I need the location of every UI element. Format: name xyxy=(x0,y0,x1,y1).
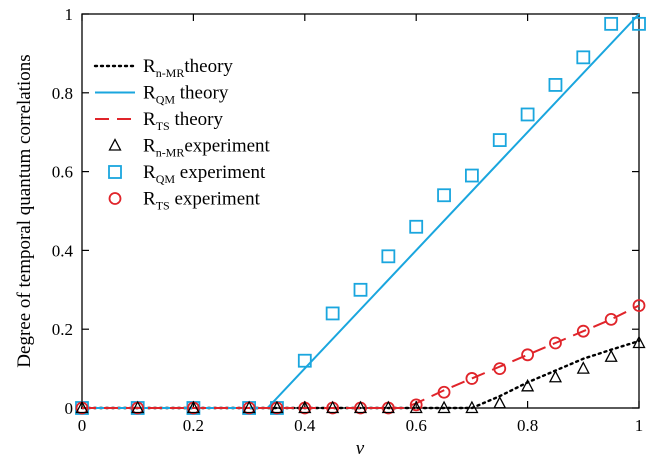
data-point-circle xyxy=(521,348,534,362)
x-tick-label: 0.6 xyxy=(406,416,427,435)
data-point-square xyxy=(520,107,535,122)
series-line xyxy=(82,304,640,409)
legend-item: RTS theory xyxy=(95,109,223,133)
data-point-circle xyxy=(437,385,451,399)
data-point-square xyxy=(576,50,591,65)
data-point-triangle xyxy=(576,361,590,374)
x-tick-labels: 0 0.2 0.4 0.6 0.8 1 xyxy=(78,416,644,435)
data-point-square xyxy=(325,306,340,321)
data-point-square xyxy=(604,16,619,31)
data-point-triangle xyxy=(437,400,451,414)
data-point-square xyxy=(492,133,507,147)
y-tick-label: 0 xyxy=(65,399,74,418)
data-point-square xyxy=(437,188,451,203)
data-point-triangle xyxy=(381,400,395,414)
data-point-circle xyxy=(409,398,423,412)
y-tick-label: 0.6 xyxy=(52,163,73,182)
legend-marker xyxy=(108,138,122,151)
legend-item: Rn-MRtheory xyxy=(93,56,233,80)
y-axis-label: Degree of temporal quantum correlations xyxy=(14,54,35,367)
data-point-triangle xyxy=(186,400,200,414)
y-tick-labels: 0 0.2 0.4 0.6 0.8 1 xyxy=(52,5,74,418)
data-point-triangle xyxy=(326,400,340,414)
data-point-triangle xyxy=(465,400,479,414)
legend-item: RQM experiment xyxy=(108,162,266,186)
legend-item: Rn-MRexperiment xyxy=(108,136,271,160)
legend-item: RQM theory xyxy=(95,83,229,107)
y-tick-label: 0.8 xyxy=(52,84,73,103)
legend-item: RTS experiment xyxy=(108,189,261,213)
data-point-triangle xyxy=(521,378,535,392)
y-tick-label: 1 xyxy=(65,5,74,24)
legend-label: RQM theory xyxy=(143,83,229,107)
data-point-circle xyxy=(493,362,507,376)
data-point-triangle xyxy=(270,400,284,414)
legend-label: RTS experiment xyxy=(143,189,261,213)
x-axis-label: v xyxy=(356,438,365,459)
data-point-square xyxy=(297,353,312,368)
data-point-triangle xyxy=(75,400,89,414)
legend-marker xyxy=(108,192,122,205)
data-point-triangle xyxy=(409,400,423,414)
y-tick-label: 0.4 xyxy=(52,241,74,260)
data-point-triangle xyxy=(632,335,646,349)
x-tick-label: 1 xyxy=(635,416,644,435)
data-point-circle xyxy=(465,372,479,385)
x-tick-label: 0.4 xyxy=(294,416,316,435)
data-point-square xyxy=(381,249,396,264)
legend-label: RTS theory xyxy=(143,109,223,133)
data-point-triangle xyxy=(353,400,368,414)
data-point-triangle xyxy=(298,400,312,414)
x-tick-label: 0 xyxy=(78,416,87,435)
data-point-circle xyxy=(604,312,618,326)
data-point-circle xyxy=(576,324,590,338)
data-point-triangle xyxy=(493,395,507,409)
series-markers xyxy=(75,16,646,415)
data-point-circle xyxy=(549,336,562,350)
data-point-square xyxy=(409,219,424,234)
legend-marker xyxy=(108,165,122,179)
y-tick-label: 0.2 xyxy=(52,320,73,339)
data-point-triangle xyxy=(131,400,145,414)
data-point-square xyxy=(353,282,368,297)
data-point-square xyxy=(548,78,563,92)
data-point-triangle xyxy=(548,369,563,383)
data-point-square xyxy=(632,16,646,31)
legend-label: Rn-MRexperiment xyxy=(143,136,271,160)
data-point-triangle xyxy=(604,349,618,362)
data-point-circle xyxy=(632,299,646,312)
series-line xyxy=(80,339,641,410)
data-point-square xyxy=(464,168,479,183)
data-point-triangle xyxy=(242,400,256,414)
x-tick-label: 0.8 xyxy=(517,416,538,435)
legend-label: RQM experiment xyxy=(143,162,266,186)
legend-label: Rn-MRtheory xyxy=(143,56,233,80)
x-tick-label: 0.2 xyxy=(183,416,204,435)
